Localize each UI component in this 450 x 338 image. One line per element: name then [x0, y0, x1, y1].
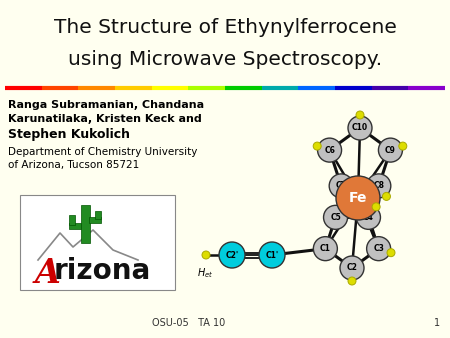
- Circle shape: [219, 242, 245, 268]
- Circle shape: [372, 203, 380, 211]
- Circle shape: [340, 256, 364, 280]
- Circle shape: [348, 277, 356, 285]
- Text: 1: 1: [434, 318, 440, 328]
- Bar: [81, 205, 90, 243]
- Text: C1: C1: [320, 244, 331, 253]
- Text: C8: C8: [374, 182, 384, 190]
- Text: C2: C2: [346, 264, 357, 272]
- Text: C10: C10: [352, 123, 368, 132]
- Text: Stephen Kukolich: Stephen Kukolich: [8, 128, 130, 141]
- Text: C7: C7: [336, 182, 346, 190]
- Text: of Arizona, Tucson 85721: of Arizona, Tucson 85721: [8, 160, 139, 170]
- Bar: [89, 217, 101, 223]
- Text: C2': C2': [225, 250, 238, 260]
- Text: rizona: rizona: [54, 257, 151, 285]
- Bar: [95, 211, 101, 219]
- Bar: [69, 223, 81, 229]
- Text: Fe: Fe: [349, 191, 367, 205]
- Circle shape: [367, 174, 391, 198]
- Circle shape: [356, 206, 380, 230]
- Bar: [69, 215, 75, 225]
- Circle shape: [387, 249, 395, 257]
- Circle shape: [378, 138, 402, 162]
- Circle shape: [329, 174, 353, 198]
- Circle shape: [313, 142, 321, 150]
- Circle shape: [356, 111, 364, 119]
- Text: C5: C5: [330, 213, 341, 222]
- Circle shape: [399, 142, 407, 150]
- Text: C3: C3: [373, 244, 384, 253]
- Circle shape: [313, 237, 338, 261]
- Text: A: A: [35, 257, 61, 290]
- Circle shape: [367, 237, 391, 261]
- FancyBboxPatch shape: [20, 195, 175, 290]
- Circle shape: [348, 116, 372, 140]
- Text: Karunatilaka, Kristen Keck and: Karunatilaka, Kristen Keck and: [8, 114, 202, 124]
- Text: C1': C1': [266, 250, 279, 260]
- Circle shape: [318, 138, 342, 162]
- Circle shape: [202, 251, 210, 259]
- Text: C6: C6: [324, 146, 335, 154]
- Circle shape: [382, 192, 391, 200]
- Circle shape: [336, 176, 380, 220]
- Circle shape: [324, 206, 347, 230]
- Text: Ranga Subramanian, Chandana: Ranga Subramanian, Chandana: [8, 100, 204, 110]
- Text: C9: C9: [385, 146, 396, 154]
- Text: $H_{et}$: $H_{et}$: [197, 266, 213, 280]
- Text: C4: C4: [363, 213, 374, 222]
- Circle shape: [259, 242, 285, 268]
- Text: Department of Chemistry University: Department of Chemistry University: [8, 147, 198, 157]
- Text: OSU-05   TA 10: OSU-05 TA 10: [152, 318, 225, 328]
- Text: using Microwave Spectroscopy.: using Microwave Spectroscopy.: [68, 50, 382, 69]
- Text: The Structure of Ethynylferrocene: The Structure of Ethynylferrocene: [54, 18, 396, 37]
